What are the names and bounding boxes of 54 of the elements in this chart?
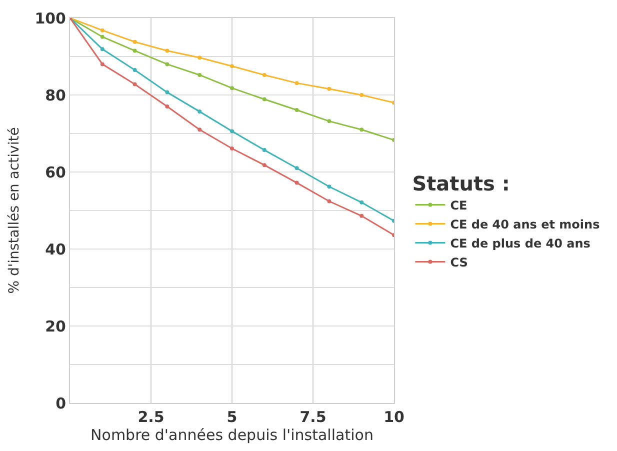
point [198, 56, 202, 60]
y-tick-label: 0 [56, 394, 66, 412]
point [360, 200, 364, 204]
y-tick-label: 20 [45, 317, 66, 336]
y-axis-title: % d'installés en activité [6, 127, 22, 294]
legend-label: CE [450, 198, 468, 212]
point [360, 128, 364, 132]
point [100, 47, 104, 52]
line-series [70, 18, 394, 105]
x-axis-title: Nombre d'années depuis l'installation [90, 426, 374, 444]
point [132, 40, 137, 44]
point [327, 86, 332, 91]
point [294, 81, 299, 86]
point [198, 128, 202, 132]
point [165, 62, 170, 66]
point [100, 34, 104, 39]
legend-label: CE de 40 ans et moins [450, 217, 600, 232]
x-tick-label: 5 [226, 408, 238, 426]
point [294, 180, 299, 185]
point [230, 129, 234, 134]
point [132, 82, 137, 86]
legend-label: CE de plus de 40 ans [450, 236, 590, 250]
point [262, 72, 266, 77]
point [165, 48, 170, 53]
point [294, 166, 299, 170]
point [100, 28, 104, 32]
point [294, 108, 299, 112]
y-tick-label: 40 [45, 240, 66, 258]
x-tick-label: 7.5 [300, 408, 326, 426]
point [327, 184, 332, 189]
point [262, 163, 266, 168]
point [327, 119, 332, 124]
point [230, 86, 234, 90]
x-tick-label: 2.5 [138, 408, 164, 426]
x-tick-label: 10 [384, 408, 404, 426]
point [360, 214, 364, 218]
point [198, 72, 202, 77]
y-tick-label: 60 [45, 163, 66, 182]
point [230, 64, 234, 68]
point [165, 104, 170, 109]
point [327, 199, 332, 204]
point [360, 93, 364, 97]
point [132, 48, 137, 53]
point [262, 97, 266, 102]
legend-label: CS [450, 255, 468, 270]
y-tick-label: 100 [34, 9, 66, 28]
point [198, 110, 202, 114]
point [132, 68, 137, 72]
legend-title: Statuts : [412, 171, 510, 196]
point [100, 62, 104, 66]
point [230, 146, 234, 151]
point [262, 148, 266, 152]
point [165, 90, 170, 94]
y-tick-label: 80 [45, 86, 66, 104]
